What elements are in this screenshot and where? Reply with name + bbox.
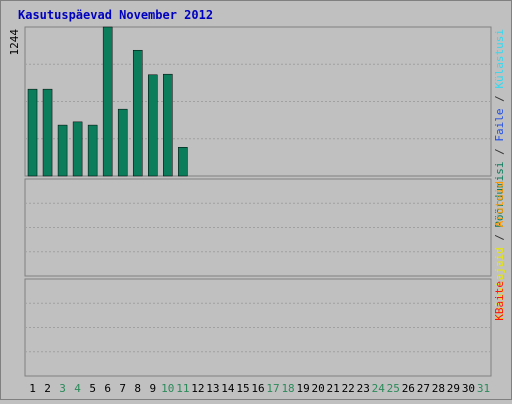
panel-top-max-label: 1244 (8, 29, 21, 56)
x-label-day-4: 4 (74, 382, 81, 395)
bar-visits-day-2 (42, 88, 53, 177)
bar-visits-day-9 (148, 74, 158, 177)
x-label-day-23: 23 (357, 382, 370, 395)
right-legend-top-part-0: Pöördumisi (493, 161, 506, 227)
right-legend-middle-part-1: / (493, 227, 506, 247)
right-legend-top-part-4: Külastusi (493, 29, 506, 89)
bar-visits-day-11 (178, 147, 188, 177)
bar-visits-day-8 (132, 49, 143, 177)
x-label-day-6: 6 (104, 382, 111, 395)
x-label-day-24: 24 (372, 382, 386, 395)
x-label-day-20: 20 (312, 382, 325, 395)
bar-visits-day-5 (87, 124, 98, 177)
bar-visits-day-6 (102, 26, 113, 177)
right-legend-bottom-part-0: KBaite (493, 281, 506, 321)
right-legend-top-part-3: / (493, 89, 506, 109)
x-label-day-21: 21 (327, 382, 340, 395)
x-label-day-18: 18 (281, 382, 294, 395)
right-legend-middle: Külastajaid / Aruteid (493, 181, 506, 320)
x-label-day-13: 13 (206, 382, 219, 395)
x-label-day-28: 28 (432, 382, 445, 395)
bar-visits-day-10 (163, 73, 173, 177)
x-label-day-16: 16 (251, 382, 264, 395)
x-label-day-15: 15 (236, 382, 249, 395)
x-label-day-11: 11 (176, 382, 189, 395)
x-label-day-31: 31 (477, 382, 490, 395)
x-label-day-25: 25 (387, 382, 400, 395)
x-label-day-10: 10 (161, 382, 174, 395)
bar-visits-day-1 (27, 88, 38, 177)
right-legend-labels: Pöördumisi / Faile / KülastusiKülastajai… (493, 29, 506, 321)
x-label-day-14: 14 (221, 382, 235, 395)
right-legend-top-part-2: Faile (493, 108, 506, 141)
right-legend-top-part-1: / (493, 142, 506, 162)
x-label-day-3: 3 (59, 382, 66, 395)
chart-title: Kasutuspäevad November 2012 (18, 8, 213, 22)
bar-visits-day-4 (72, 121, 83, 177)
x-label-day-5: 5 (89, 382, 96, 395)
x-label-day-9: 9 (149, 382, 156, 395)
chart-marks (27, 26, 188, 177)
x-label-day-1: 1 (29, 382, 36, 395)
right-legend-middle-part-0: Külastajaid (493, 247, 506, 320)
x-label-day-8: 8 (134, 382, 141, 395)
x-label-day-29: 29 (447, 382, 460, 395)
x-label-day-27: 27 (417, 382, 430, 395)
right-legend-middle-part-2: Aruteid (493, 181, 506, 227)
x-label-day-12: 12 (191, 382, 204, 395)
x-label-day-19: 19 (296, 382, 309, 395)
chart-panels: 1244 (8, 26, 492, 377)
right-legend-bottom: KBaite (493, 281, 506, 321)
right-legend-top: Pöördumisi / Faile / Külastusi (493, 29, 506, 228)
bar-visits-day-7 (117, 108, 128, 177)
x-label-day-26: 26 (402, 382, 415, 395)
x-label-day-2: 2 (44, 382, 51, 395)
x-axis-labels: 1 2 3 4 5 6 7 8 9 10 11 12 13 14 15 16 17 18 19 20 21 22 23 24 2… (29, 382, 490, 395)
bar-visits-day-3 (57, 124, 68, 177)
x-label-day-22: 22 (342, 382, 355, 395)
x-label-day-7: 7 (119, 382, 126, 395)
x-label-day-17: 17 (266, 382, 279, 395)
x-label-day-30: 30 (462, 382, 475, 395)
